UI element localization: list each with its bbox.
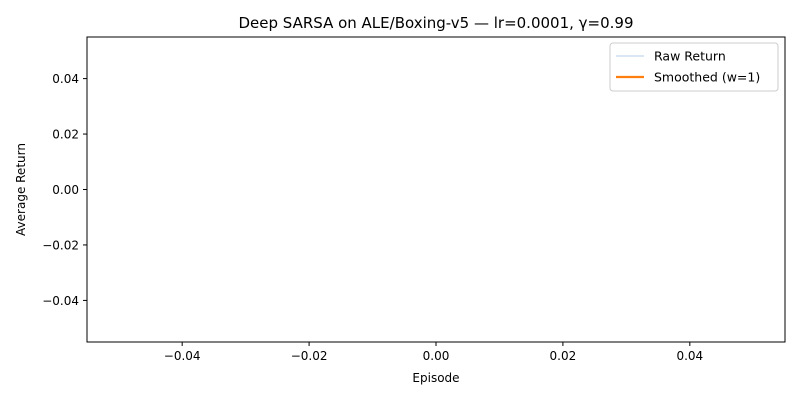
y-tick-label: 0.00 xyxy=(52,183,79,197)
y-axis-label: Average Return xyxy=(14,143,28,236)
x-tick-label: 0.04 xyxy=(676,349,703,363)
x-tick-label: 0.02 xyxy=(550,349,577,363)
y-tick-label: 0.02 xyxy=(52,128,79,142)
legend-label-smoothed: Smoothed (w=1) xyxy=(654,70,760,85)
legend: Raw Return Smoothed (w=1) xyxy=(609,42,779,92)
legend-label-raw-return: Raw Return xyxy=(654,49,726,64)
x-tick-label: 0.00 xyxy=(423,349,450,363)
x-axis-ticks: −0.04 −0.02 0.00 0.02 0.04 xyxy=(164,342,703,363)
x-tick-label: −0.04 xyxy=(164,349,201,363)
chart-title: Deep SARSA on ALE/Boxing-v5 — lr=0.0001,… xyxy=(238,14,633,32)
y-axis-ticks: 0.04 0.02 0.00 −0.02 −0.04 xyxy=(42,72,87,308)
y-tick-label: −0.04 xyxy=(42,294,79,308)
x-axis-label: Episode xyxy=(412,371,459,385)
legend-box xyxy=(609,42,779,92)
x-tick-label: −0.02 xyxy=(291,349,328,363)
y-tick-label: −0.02 xyxy=(42,238,79,252)
y-tick-label: 0.04 xyxy=(52,72,79,86)
